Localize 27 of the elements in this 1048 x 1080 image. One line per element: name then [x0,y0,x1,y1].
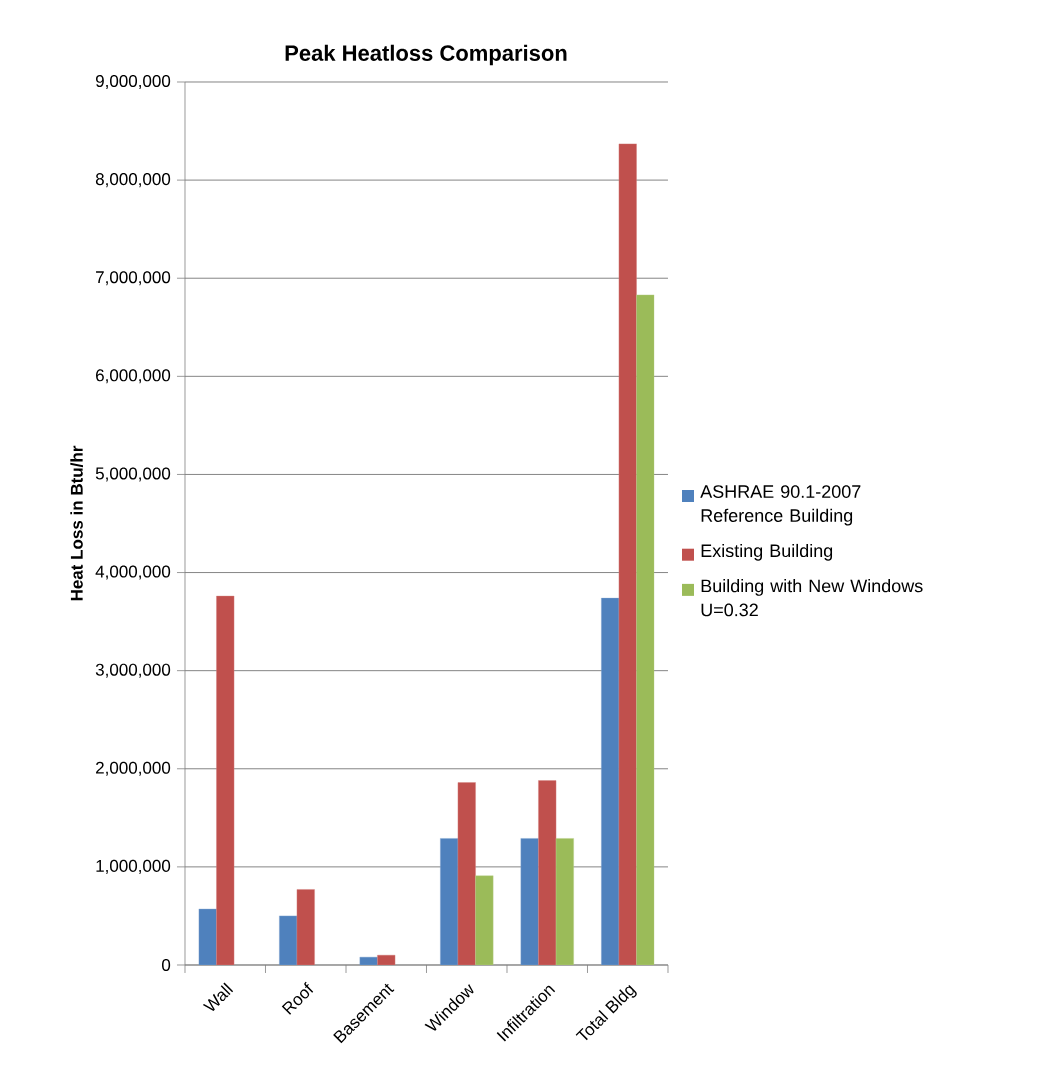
legend-label: Existing Building [701,543,833,561]
y-tick-label: 4,000,000 [95,565,171,580]
bar [216,595,235,965]
bar [475,875,494,965]
bar [538,780,557,965]
bar [457,782,476,965]
y-tick-label: 2,000,000 [96,761,171,776]
bar [377,954,396,965]
bar [601,597,620,965]
y-tick-label: 5,000,000 [95,467,171,482]
y-tick-label: 8,000,000 [95,173,171,188]
y-tick-label: 0 [162,958,171,972]
bar [555,838,574,965]
legend-label: ASHRAE 90.1-2007 Reference Building [700,485,861,526]
bar [618,143,637,965]
bar [520,838,539,965]
y-axis-title: Heat Loss in Btu/hr [70,445,83,601]
y-tick-label: 9,000,000 [95,74,171,90]
y-tick-label: 3,000,000 [95,663,171,678]
y-tick-label: 7,000,000 [96,271,171,286]
legend-label: Building with New Windows U=0.32 [701,579,923,617]
bar [440,838,459,965]
bar [636,294,655,965]
chart-title: Peak Heatloss Comparison [285,44,567,66]
bar [296,889,315,965]
y-tick-label: 6,000,000 [96,369,171,384]
y-tick-label: 1,000,000 [96,859,171,874]
